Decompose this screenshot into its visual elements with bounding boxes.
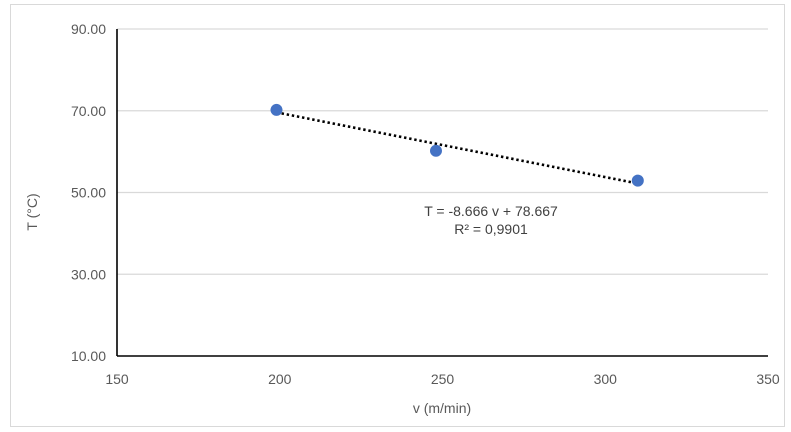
y-tick-label: 70.00	[71, 103, 106, 119]
data-point	[270, 103, 283, 116]
y-tick-label: 30.00	[71, 266, 106, 282]
data-point	[631, 174, 644, 187]
x-tick-label: 250	[431, 371, 455, 387]
y-tick-label: 90.00	[71, 21, 106, 37]
x-axis-title: v (m/min)	[413, 400, 471, 416]
trendline	[276, 111, 639, 185]
tick-labels: 10.00 30.00 50.00 70.00 90.00 150 200 250 300 350	[71, 21, 780, 387]
y-tick-label: 10.00	[71, 348, 106, 364]
trendline-r-squared: R² = 0,9901	[454, 221, 528, 237]
axes	[116, 29, 768, 357]
trendline-equation: T = -8.666 v + 78.667	[424, 203, 558, 219]
y-tick-label: 50.00	[71, 185, 106, 201]
x-tick-label: 300	[594, 371, 618, 387]
x-tick-label: 350	[756, 371, 780, 387]
y-axis-title: T (°C)	[24, 193, 40, 230]
data-point	[429, 144, 442, 157]
data-points	[270, 103, 644, 187]
x-tick-label: 200	[268, 371, 292, 387]
trendline-path	[276, 111, 639, 185]
grid-lines	[117, 28, 768, 275]
x-tick-label: 150	[105, 371, 129, 387]
